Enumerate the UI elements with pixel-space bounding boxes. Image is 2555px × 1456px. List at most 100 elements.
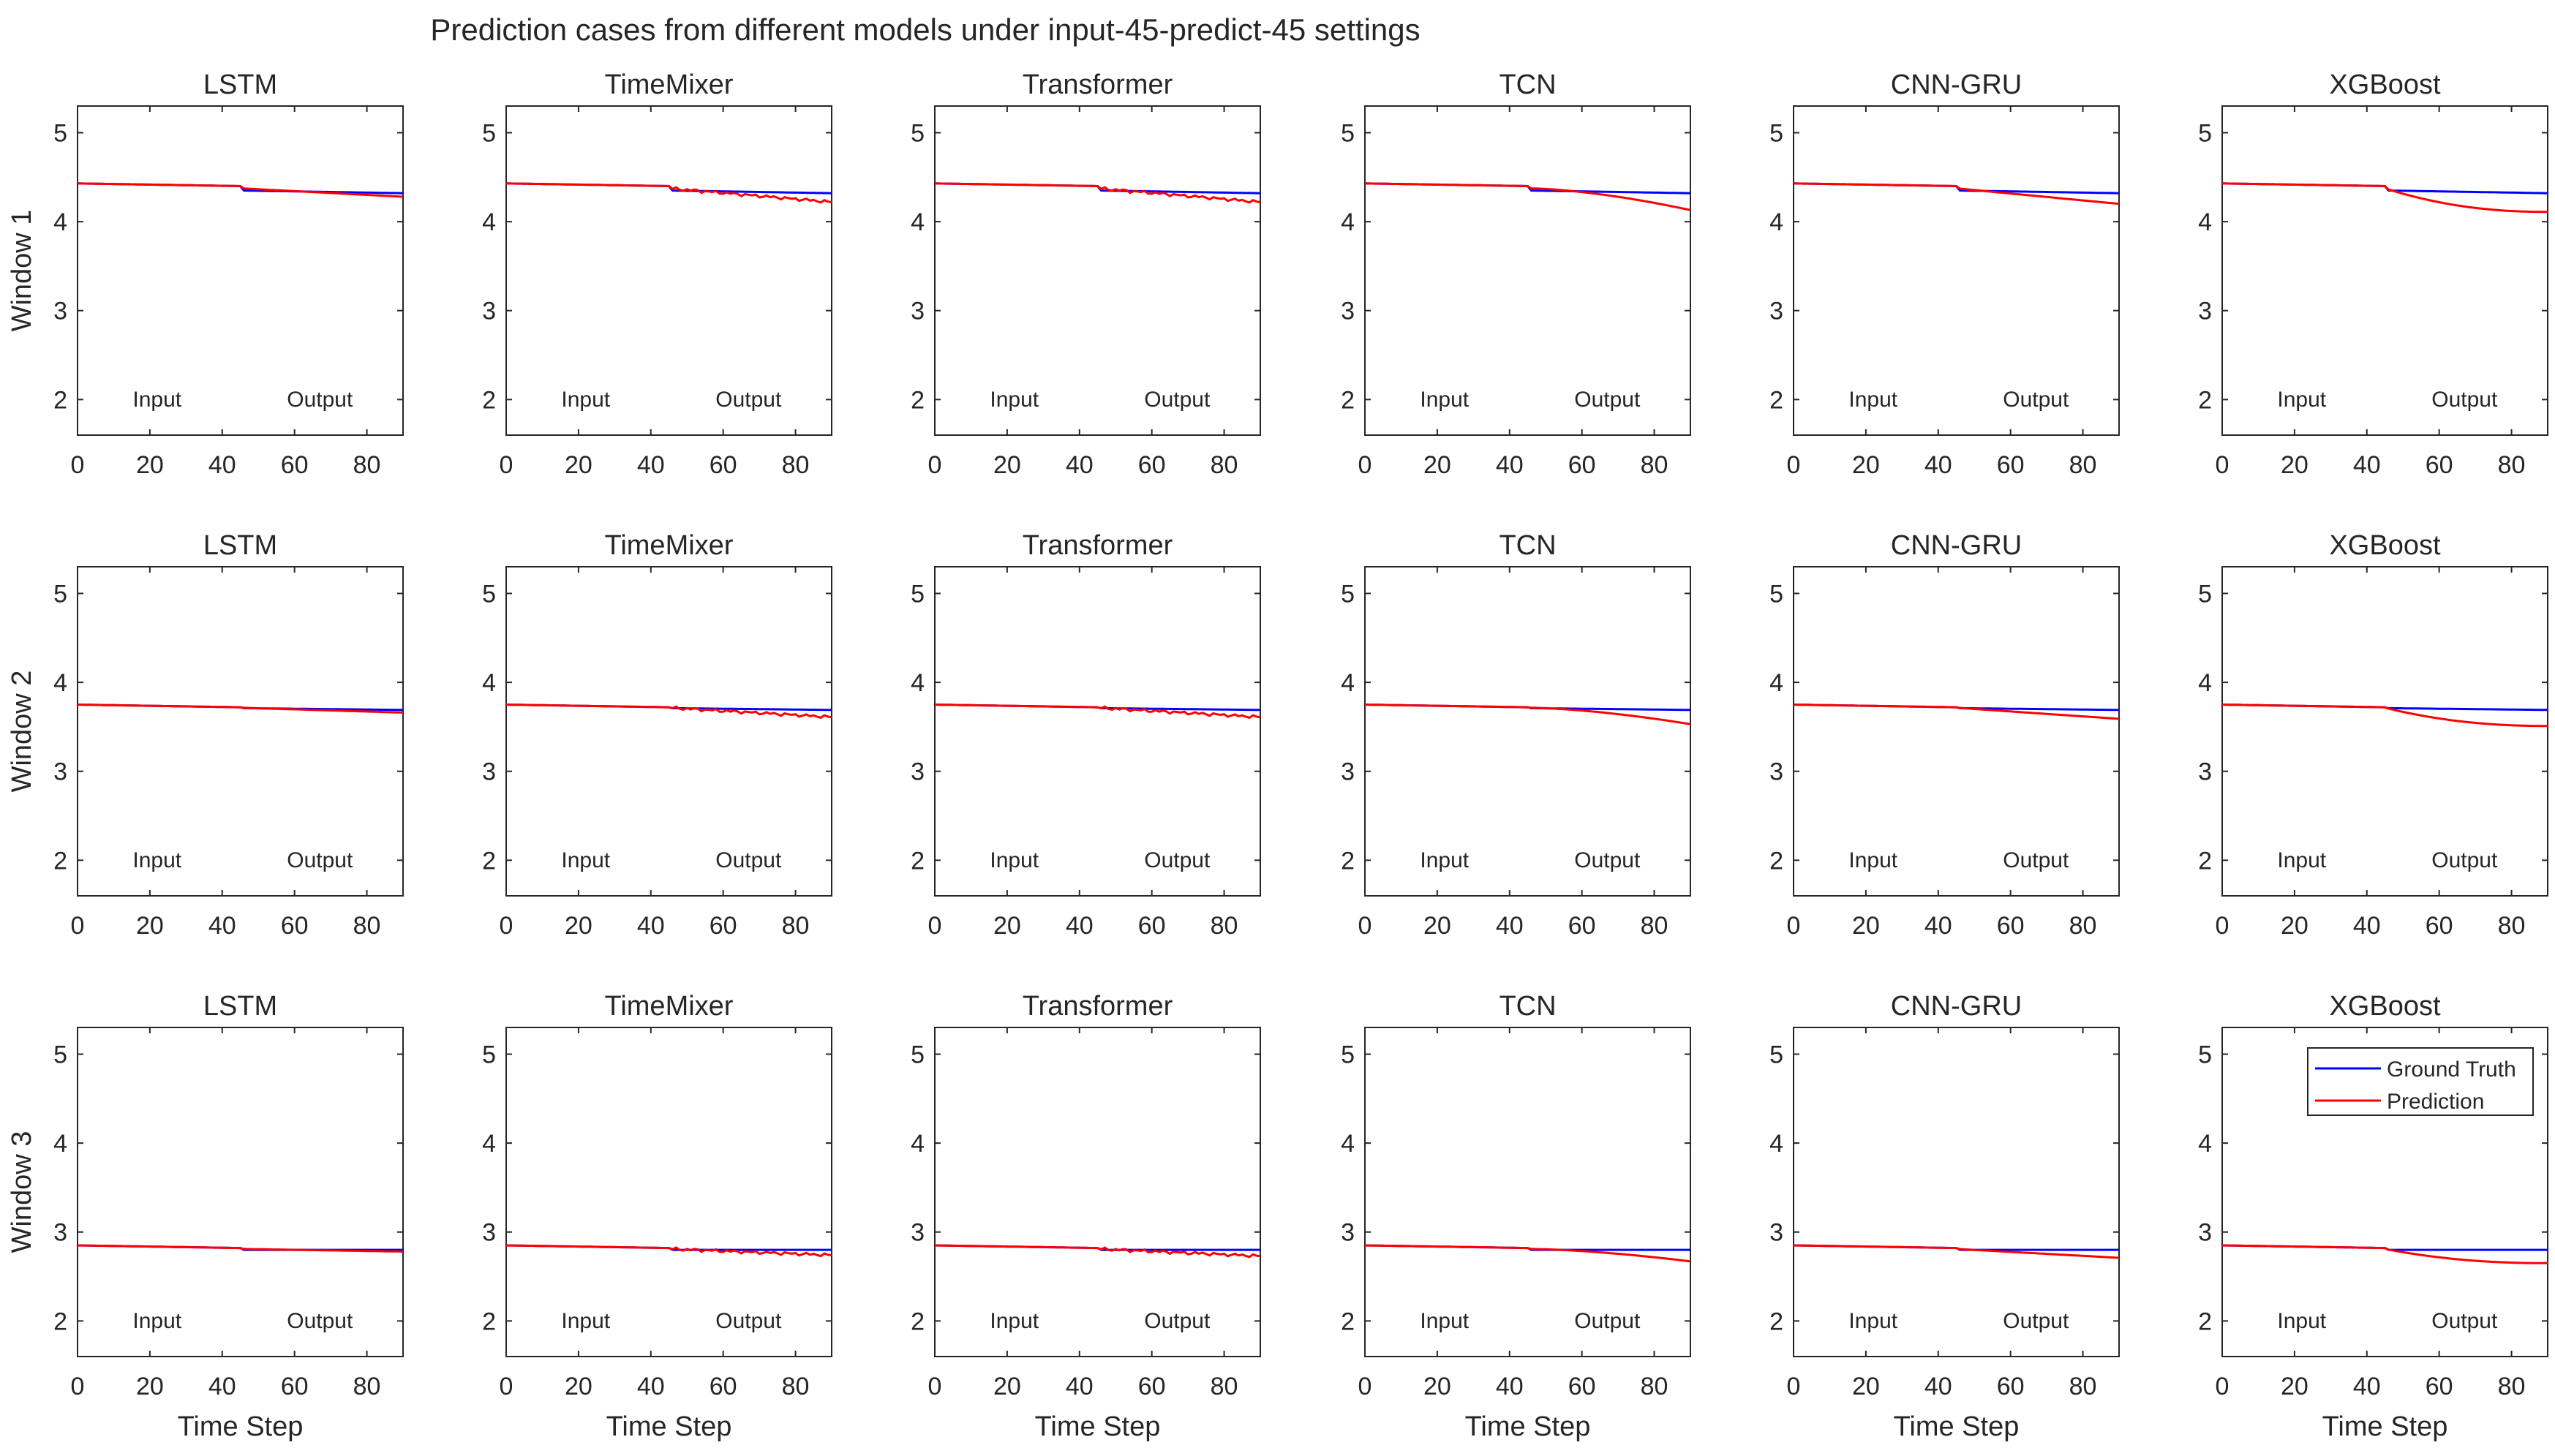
x-tick-label: 40 [1496, 451, 1524, 479]
output-region-label: Output [2003, 848, 2069, 872]
x-tick-label: 20 [136, 451, 164, 479]
y-tick-label: 2 [2198, 847, 2212, 875]
y-tick-label: 2 [911, 386, 925, 414]
legend-box [2307, 1047, 2534, 1116]
input-region-label: Input [2277, 848, 2326, 872]
input-region-label: Input [132, 848, 181, 872]
y-tick-label: 2 [1341, 847, 1355, 875]
prediction-line [1364, 704, 1691, 725]
panel-title: CNN-GRU [1891, 530, 2022, 561]
y-tick-label: 3 [482, 758, 496, 786]
panel-title: XGBoost [2329, 530, 2441, 561]
y-tick-label: 3 [482, 298, 496, 325]
x-tick-label: 0 [500, 451, 513, 479]
x-tick-label: 60 [2426, 1373, 2453, 1400]
prediction-line [934, 182, 1261, 204]
y-tick-label: 4 [482, 669, 496, 697]
panel-xgboost-window-2: XGBoost 2 3 4 5 0 20 40 60 80 Input Output [2198, 530, 2548, 940]
y-tick-label: 4 [53, 208, 67, 236]
x-tick-label: 80 [782, 912, 810, 940]
x-tick-label: 20 [1852, 1373, 1880, 1400]
y-tick-label: 3 [2198, 758, 2212, 786]
axes-box [1793, 566, 2120, 897]
x-tick-label: 0 [2216, 912, 2229, 940]
input-region-label: Input [2277, 1309, 2326, 1333]
x-tick-label: 20 [565, 451, 592, 479]
y-tick-label: 4 [2198, 208, 2212, 236]
y-tick-label: 5 [53, 580, 67, 608]
panel-cnn-gru-window-3: CNN-GRU 2 3 4 5 0 20 40 60 80 Time Step Input Output [1769, 991, 2120, 1442]
y-tick-label: 4 [911, 1130, 925, 1158]
y-tick-label: 2 [53, 847, 67, 875]
y-tick-label: 5 [1341, 1041, 1355, 1068]
y-tick-label: 5 [482, 580, 496, 608]
x-tick-label: 40 [1924, 912, 1952, 940]
axes-box [505, 1027, 832, 1357]
window-label: Window 1 [7, 210, 37, 332]
panel-timemixer-window-3: TimeMixer 2 3 4 5 0 20 40 60 80 Time Step Input Outp… [482, 991, 832, 1442]
y-tick-label: 2 [2198, 386, 2212, 414]
x-tick-label: 80 [1641, 451, 1668, 479]
x-tick-label: 60 [1997, 912, 2025, 940]
axes-box [2221, 105, 2548, 436]
output-region-label: Output [1574, 388, 1641, 412]
prediction-line [1364, 182, 1691, 211]
panel-tcn-window-1: TCN 2 3 4 5 0 20 40 60 80 Input Output [1341, 69, 1691, 479]
y-tick-label: 4 [482, 1130, 496, 1158]
output-region-label: Output [1144, 848, 1211, 872]
axes-box [1793, 1027, 2120, 1357]
output-region-label: Output [2431, 388, 2498, 412]
x-tick-label: 60 [281, 451, 309, 479]
y-tick-label: 3 [1341, 1219, 1355, 1247]
x-tick-label: 40 [2353, 1373, 2381, 1400]
input-region-label: Input [1420, 388, 1469, 412]
y-tick-label: 5 [53, 1041, 67, 1068]
output-region-label: Output [1144, 388, 1211, 412]
x-tick-label: 80 [1211, 451, 1238, 479]
x-tick-label: 80 [1211, 1373, 1238, 1400]
y-tick-label: 4 [1341, 208, 1355, 236]
y-tick-label: 4 [2198, 1130, 2212, 1158]
input-region-label: Input [1848, 848, 1897, 872]
x-tick-label: 40 [1924, 451, 1952, 479]
x-tick-label: 80 [2498, 1373, 2526, 1400]
axes-box [77, 1027, 404, 1357]
x-tick-label: 0 [1358, 1373, 1372, 1400]
panel-lstm-window-1: LSTM Window 1 2 3 4 5 0 20 40 60 80 Input Output [7, 69, 404, 479]
x-tick-label: 60 [2426, 912, 2453, 940]
prediction-line [1364, 1244, 1691, 1263]
x-tick-label: 40 [208, 451, 236, 479]
axes-box [505, 566, 832, 897]
y-tick-label: 5 [2198, 1041, 2212, 1068]
output-region-label: Output [287, 848, 353, 872]
y-tick-label: 4 [53, 1130, 67, 1158]
y-tick-label: 2 [911, 847, 925, 875]
legend-label: Ground Truth [2387, 1057, 2516, 1082]
y-tick-label: 3 [53, 758, 67, 786]
x-tick-label: 60 [1568, 912, 1596, 940]
y-tick-label: 5 [1769, 580, 1783, 608]
x-tick-label: 40 [637, 451, 665, 479]
panel-transformer-window-1: Transformer 2 3 4 5 0 20 40 60 80 Input Output [911, 69, 1261, 479]
y-tick-label: 3 [1341, 298, 1355, 325]
panel-timemixer-window-2: TimeMixer 2 3 4 5 0 20 40 60 80 Input Output [482, 530, 832, 940]
panel-title: LSTM [203, 530, 277, 561]
y-tick-label: 5 [2198, 580, 2212, 608]
y-tick-label: 2 [1769, 847, 1783, 875]
output-region-label: Output [715, 388, 782, 412]
x-tick-label: 40 [208, 912, 236, 940]
panel-title: TimeMixer [605, 69, 734, 100]
y-tick-label: 2 [1341, 1308, 1355, 1335]
panel-tcn-window-3: TCN 2 3 4 5 0 20 40 60 80 Time Step Input Output [1341, 991, 1691, 1442]
x-tick-label: 0 [1787, 1373, 1801, 1400]
x-tick-label: 20 [565, 1373, 592, 1400]
panel-title: CNN-GRU [1891, 991, 2022, 1022]
x-axis-label: Time Step [1894, 1411, 2020, 1442]
x-tick-label: 0 [500, 912, 513, 940]
x-axis-label: Time Step [1465, 1411, 1591, 1442]
y-tick-label: 2 [1769, 1308, 1783, 1335]
y-tick-label: 4 [53, 669, 67, 697]
prediction-line [2221, 1244, 2548, 1264]
x-tick-label: 60 [1568, 451, 1596, 479]
x-tick-label: 0 [928, 1373, 942, 1400]
